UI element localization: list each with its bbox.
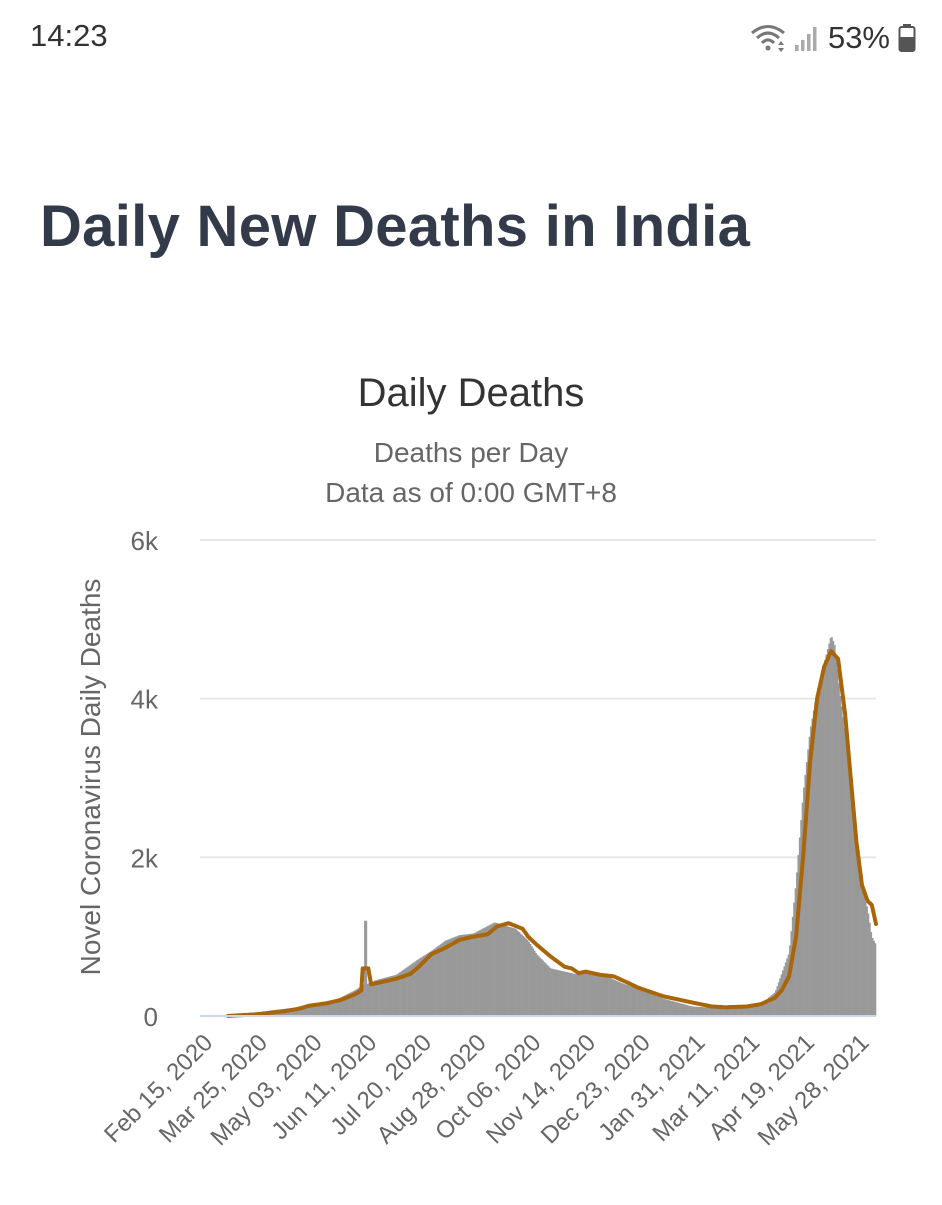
- chart-title: Daily Deaths: [358, 371, 585, 415]
- moving-average-line: [228, 651, 876, 1016]
- chart-subtitle-line2: Data as of 0:00 GMT+8: [325, 477, 617, 508]
- battery-percent: 53%: [828, 20, 890, 56]
- y-tick-label: 0: [144, 1002, 158, 1032]
- bar-series: [214, 637, 876, 1016]
- battery-icon: [898, 23, 916, 53]
- chart-subtitle-line1: Deaths per Day: [374, 437, 569, 468]
- status-time: 14:23: [30, 18, 108, 54]
- y-tick-label: 6k: [131, 526, 159, 556]
- status-icons: 53%: [750, 18, 916, 58]
- chart-container: Daily Deaths Deaths per Day Data as of 0…: [0, 340, 942, 1200]
- y-tick-label: 4k: [131, 685, 159, 715]
- wifi-icon: [750, 23, 786, 53]
- y-axis-label: Novel Coronavirus Daily Deaths: [75, 579, 106, 976]
- signal-icon: [794, 24, 820, 52]
- y-tick-label: 2k: [131, 843, 159, 873]
- gridlines: [200, 540, 876, 857]
- page-title: Daily New Deaths in India: [40, 193, 750, 260]
- bar: [875, 943, 877, 1016]
- daily-deaths-chart: Daily Deaths Deaths per Day Data as of 0…: [0, 340, 942, 1200]
- status-bar: 14:23 53%: [0, 0, 942, 80]
- moving-average-series: [228, 651, 876, 1016]
